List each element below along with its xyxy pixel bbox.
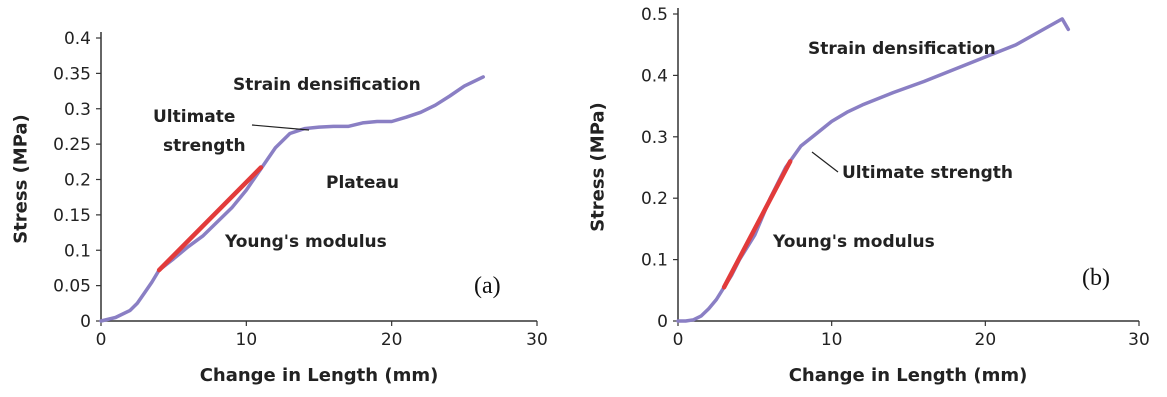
y-tick-label: 0.05 — [53, 277, 91, 297]
stress-strain-curve — [676, 17, 1071, 323]
annotation-label: strength — [163, 136, 246, 156]
y-tick-label: 0.1 — [64, 241, 91, 261]
y-tick-label: 0.5 — [641, 5, 668, 25]
annotation-label: Ultimate — [153, 107, 235, 127]
ultimate-strength-leader-line — [811, 151, 839, 173]
annotation-label: Plateau — [326, 173, 399, 193]
annotation-label: Young's modulus — [772, 232, 935, 252]
y-tick-label: 0 — [657, 312, 668, 332]
x-axis-title: Change in Length (mm) — [789, 365, 1028, 386]
y-tick-label: 0.2 — [641, 189, 668, 209]
annotation-label: Young's modulus — [224, 232, 387, 252]
y-tick-label: 0.3 — [641, 128, 668, 148]
y-tick-label: 0.35 — [53, 64, 91, 84]
y-tick-label: 0.4 — [64, 29, 91, 49]
chart-panel-a: 0 0.05 0.1 0.15 0.2 0.25 0.3 0.35 0.4 0 10 20 30 Chan… — [10, 29, 548, 386]
ultimate-strength-leader-line — [251, 124, 310, 131]
y-tick-label: 0 — [80, 312, 91, 332]
y-tick-label: 0.3 — [64, 100, 91, 120]
youngs-modulus-fit-line — [721, 159, 793, 290]
annotation-label: Strain densification — [808, 39, 996, 59]
panel-label: (b) — [1082, 265, 1110, 291]
x-tick-label: 10 — [821, 330, 843, 350]
y-tick-label: 0.15 — [53, 206, 91, 226]
stress-strain-curve — [99, 75, 485, 323]
y-tick-label: 0.2 — [64, 171, 91, 191]
annotation-label: Strain densification — [233, 75, 421, 95]
x-tick-label: 10 — [236, 330, 258, 350]
x-tick-label: 20 — [975, 330, 997, 350]
y-tick-label: 0.1 — [641, 251, 668, 271]
x-axis-title: Change in Length (mm) — [200, 365, 439, 386]
youngs-modulus-fit-line — [156, 165, 264, 273]
y-tick-label: 0.25 — [53, 135, 91, 155]
x-tick-label: 20 — [381, 330, 403, 350]
annotation-label: Ultimate strength — [842, 163, 1013, 183]
x-tick-label: 30 — [1128, 330, 1150, 350]
y-tick-label: 0.4 — [641, 66, 668, 86]
x-tick-label: 30 — [526, 330, 548, 350]
x-tick-label: 0 — [673, 330, 684, 350]
x-tick-label: 0 — [96, 330, 107, 350]
chart-panel-b: 0 0.1 0.2 0.3 0.4 0.5 0 10 20 30 Change in Length … — [587, 5, 1150, 386]
y-axis-title: Stress (MPa) — [587, 102, 608, 232]
panel-label: (a) — [474, 273, 501, 299]
y-axis-title: Stress (MPa) — [10, 114, 31, 244]
